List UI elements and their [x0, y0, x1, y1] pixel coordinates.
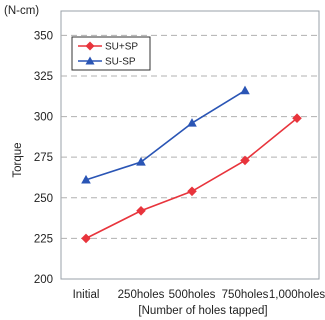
- y-axis-ticks: 200 225 250 275 300 325 350: [34, 30, 53, 286]
- y-axis-title: Torque: [12, 142, 24, 177]
- y-tick-label: 200: [34, 274, 53, 286]
- legend: SU+SP SU-SP: [72, 37, 150, 70]
- y-unit-label: (N-cm): [4, 5, 39, 17]
- x-axis-ticks: Initial 250holes 500holes 750holes 1,000hole…: [73, 289, 325, 301]
- x-tick-label: Initial: [73, 289, 100, 301]
- x-tick-label: 1,000holes: [269, 289, 325, 301]
- y-tick-label: 300: [34, 112, 53, 124]
- x-tick-label: 500holes: [169, 289, 216, 301]
- legend-label-su-sp-minus: SU-SP: [105, 57, 136, 68]
- legend-label-su-sp-plus: SU+SP: [105, 42, 138, 53]
- x-tick-label: 750holes: [222, 289, 269, 301]
- y-tick-label: 225: [34, 233, 53, 245]
- y-tick-label: 275: [34, 152, 53, 164]
- y-tick-label: 350: [34, 30, 53, 42]
- x-tick-label: 250holes: [118, 289, 165, 301]
- y-tick-label: 250: [34, 193, 53, 205]
- y-tick-label: 325: [34, 71, 53, 83]
- x-axis-title: [Number of holes tapped]: [138, 305, 267, 317]
